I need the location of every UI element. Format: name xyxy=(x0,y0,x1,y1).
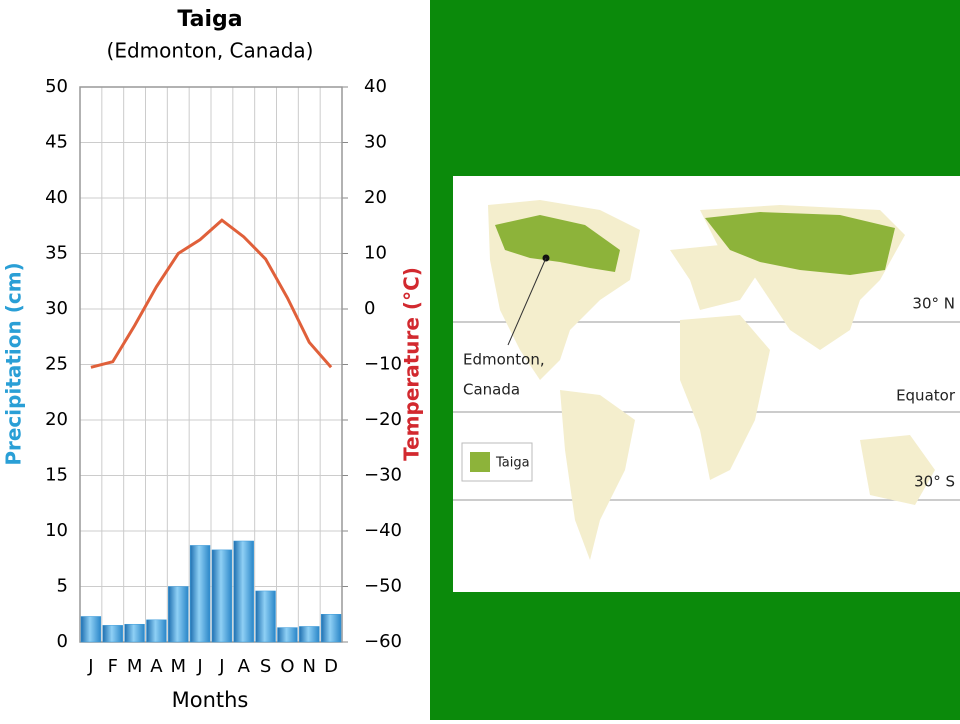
bar xyxy=(211,549,233,643)
x-tick-label: S xyxy=(260,656,271,677)
x-tick-label: F xyxy=(108,656,118,677)
y-tick-label: 50 xyxy=(45,76,68,97)
y2-tick-label: −50 xyxy=(364,576,402,597)
bar xyxy=(124,623,145,643)
leader-line xyxy=(507,257,547,346)
y2-tick-label: 40 xyxy=(364,76,387,97)
bar xyxy=(102,625,123,643)
bar xyxy=(299,626,320,643)
y-tick-label: 20 xyxy=(45,409,68,430)
bar xyxy=(255,590,276,643)
y-tick-label: 45 xyxy=(45,132,68,153)
x-tick-label: A xyxy=(150,656,163,677)
bar xyxy=(80,616,102,643)
x-tick-label: J xyxy=(218,656,224,677)
y2-tick-label: −40 xyxy=(364,520,402,541)
y-tick-label: 10 xyxy=(45,520,68,541)
y2-tick-label: 10 xyxy=(364,243,387,264)
legend-label: Taiga xyxy=(495,456,530,471)
x-tick-label: D xyxy=(324,656,338,677)
chart-title: Taiga xyxy=(177,7,242,32)
y2-tick-label: −10 xyxy=(364,354,402,375)
y2-axis-label: Temperature (°C) xyxy=(400,267,424,461)
taiga-regions xyxy=(495,212,895,275)
x-tick-label: A xyxy=(238,656,251,677)
y2-tick-label: −30 xyxy=(364,465,402,486)
latitude-label: 30° S xyxy=(914,473,955,491)
bar xyxy=(277,627,298,643)
y2-tick-label: 0 xyxy=(364,298,375,319)
y2-tick-label: 30 xyxy=(364,132,387,153)
latitude-label: 30° N xyxy=(912,295,955,313)
bar xyxy=(320,614,342,643)
city-label: Edmonton, xyxy=(463,351,545,369)
bar xyxy=(189,545,211,643)
bar xyxy=(233,540,254,643)
x-tick-label: M xyxy=(127,656,143,677)
x-tick-label: O xyxy=(280,656,294,677)
x-tick-label: M xyxy=(170,656,186,677)
y2-tick-label: −20 xyxy=(364,409,402,430)
bar xyxy=(168,586,189,643)
y-tick-label: 30 xyxy=(45,298,68,319)
x-tick-label: N xyxy=(303,656,316,677)
temperature-line xyxy=(90,218,333,369)
y2-tick-label: −60 xyxy=(364,631,402,652)
x-tick-label: J xyxy=(196,656,202,677)
y-axis-label: Precipitation (cm) xyxy=(2,262,26,465)
city-label: Canada xyxy=(463,381,520,399)
y-tick-label: 15 xyxy=(45,465,68,486)
y-tick-label: 40 xyxy=(45,187,68,208)
y-tick-label: 35 xyxy=(45,243,68,264)
y-tick-label: 5 xyxy=(57,576,68,597)
latitude-label: Equator xyxy=(896,387,956,405)
x-tick-label: J xyxy=(87,656,93,677)
world-map: Edmonton, Canada Taiga 30° N Equator 30°… xyxy=(453,176,960,592)
y-tick-label: 25 xyxy=(45,354,68,375)
plot-frame xyxy=(79,86,343,643)
y-tick-label: 0 xyxy=(57,631,68,652)
y2-tick-label: 20 xyxy=(364,187,387,208)
bar xyxy=(146,619,167,643)
legend-swatch xyxy=(470,452,490,472)
x-axis-label: Months xyxy=(172,688,249,712)
chart: Taiga (Edmonton, Canada) Months Precipit… xyxy=(2,7,424,712)
chart-subtitle: (Edmonton, Canada) xyxy=(107,39,314,63)
